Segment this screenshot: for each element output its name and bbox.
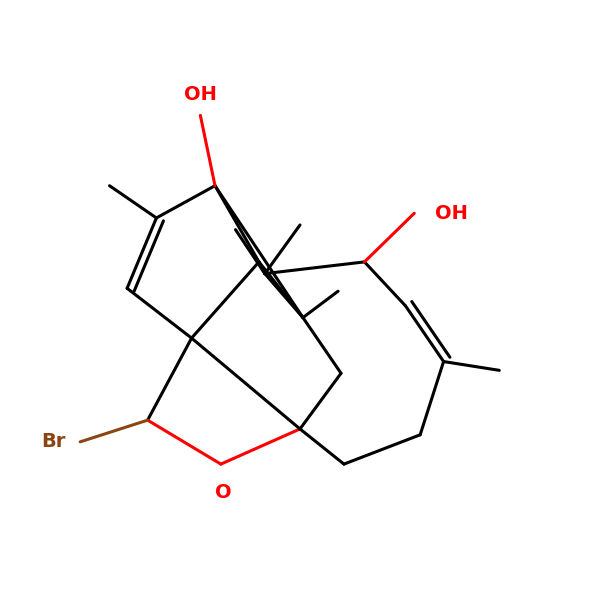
Text: Br: Br	[41, 433, 65, 451]
Text: O: O	[215, 484, 232, 502]
Text: OH: OH	[435, 204, 467, 223]
Text: OH: OH	[184, 85, 217, 104]
